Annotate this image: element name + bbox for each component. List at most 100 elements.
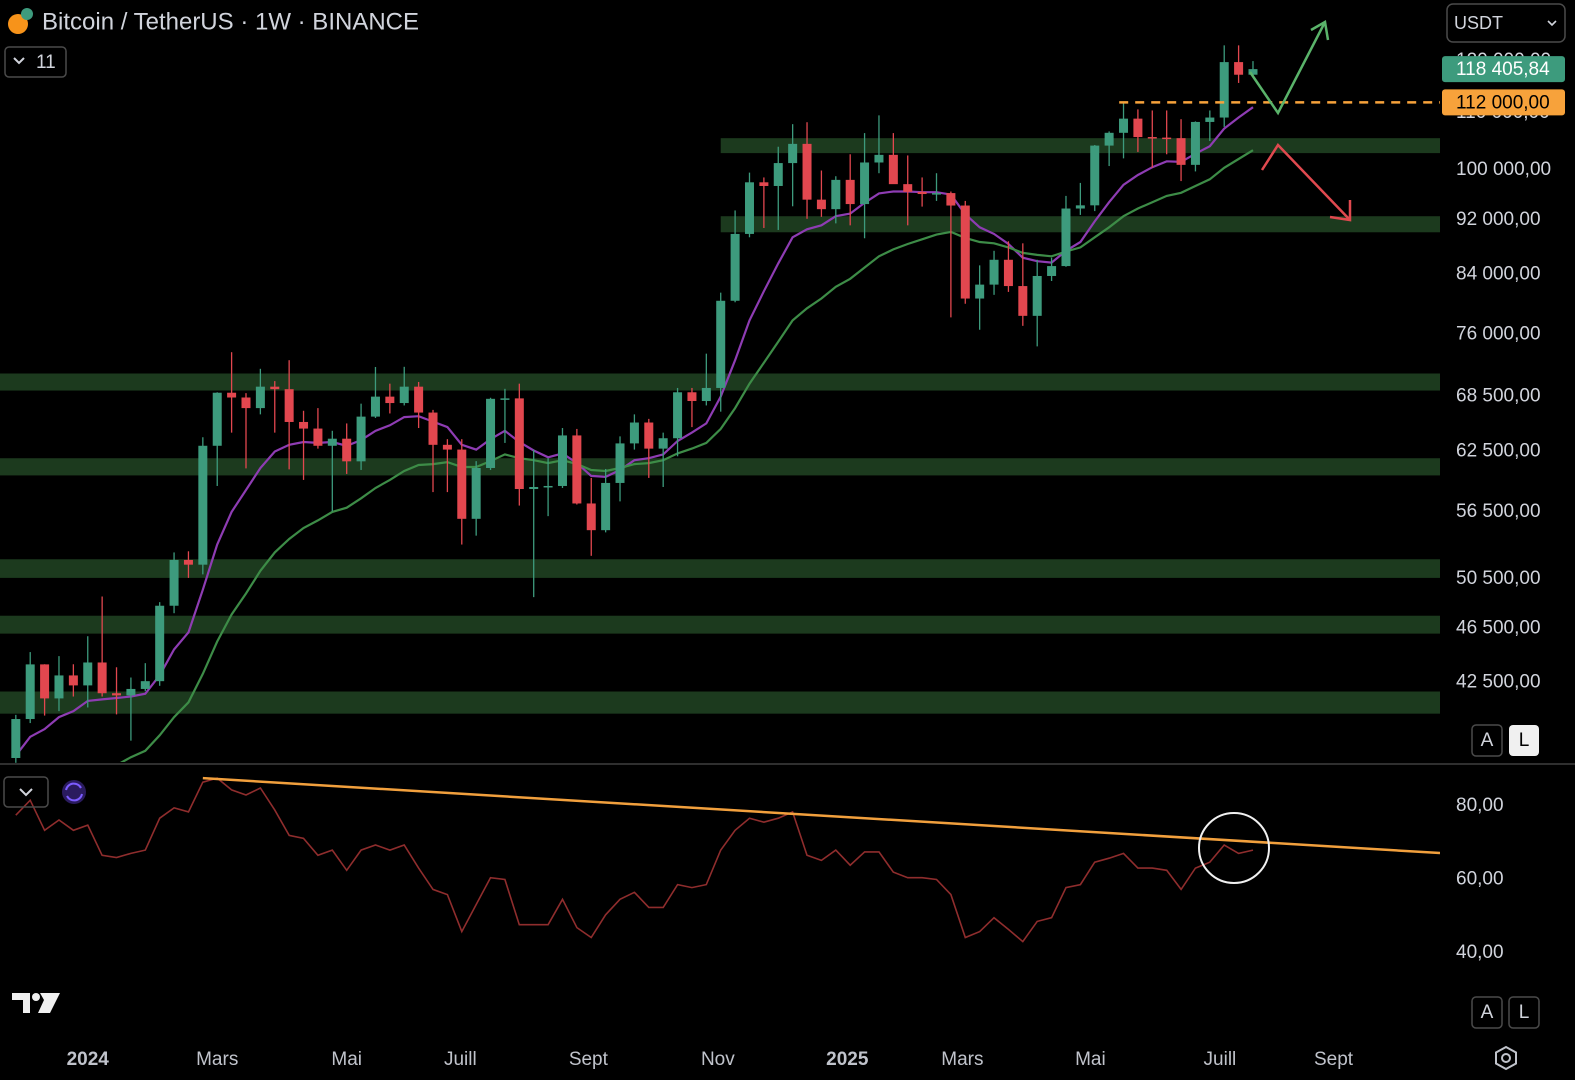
candle-body (615, 443, 625, 483)
y-tick-label: 42 500,00 (1456, 671, 1541, 692)
auto-scale-button[interactable] (1471, 996, 1503, 1029)
candle-body (1190, 121, 1200, 165)
candle-body (1061, 208, 1071, 267)
candle-body (860, 162, 870, 205)
candle-body (730, 233, 740, 301)
candle-body (183, 559, 193, 565)
last-price-label: 118 405,84 (1456, 59, 1550, 80)
sync-icon (65, 782, 83, 802)
log-scale-button[interactable] (1509, 725, 1539, 756)
currency-select[interactable] (1446, 3, 1566, 43)
candle-body (54, 675, 64, 699)
log-scale-button[interactable] (1508, 996, 1540, 1029)
candle-body (1018, 286, 1028, 316)
candle-body (414, 386, 424, 413)
candle-body (1248, 69, 1258, 75)
candle-body (716, 300, 726, 388)
candle-body (457, 449, 467, 519)
pane-toggle[interactable] (3, 776, 49, 808)
candle-body (140, 681, 150, 689)
candle-body (68, 675, 78, 686)
y-tick-label: 68 500,00 (1456, 386, 1541, 407)
log-scale-label[interactable]: L (1519, 730, 1530, 751)
indicators-toggle[interactable] (4, 46, 67, 78)
candle-body (40, 664, 50, 699)
indicator-count[interactable]: 11 (36, 52, 56, 73)
rsi-line (15, 777, 1254, 943)
y-tick-label: 56 500,00 (1456, 501, 1541, 522)
candle-body (1032, 275, 1042, 316)
candle-body (155, 605, 165, 682)
candle-body (327, 438, 337, 446)
candle-body (572, 435, 582, 504)
candle-body (284, 389, 294, 422)
y-tick-label: 62 500,00 (1456, 441, 1541, 462)
support-zone (0, 691, 1440, 714)
y-tick-label: 84 000,00 (1456, 264, 1541, 285)
candle-body (802, 143, 812, 200)
price-line-badge (1442, 89, 1565, 116)
candle-body (342, 438, 352, 462)
logo (12, 993, 60, 1013)
candle-body (1162, 137, 1172, 140)
x-tick-label: Mai (331, 1049, 362, 1070)
candle-body (11, 719, 21, 758)
support-zone (0, 458, 1440, 476)
y-tick-label: 80,00 (1456, 795, 1504, 816)
x-tick-label: Juill (444, 1049, 477, 1070)
candle-body (1133, 118, 1143, 138)
auto-scale-label[interactable]: A (1481, 730, 1494, 751)
candle-body (673, 392, 683, 439)
candle-body (1219, 62, 1229, 118)
candle-body (442, 444, 452, 450)
candle-body (701, 387, 711, 402)
up-arrow (1248, 20, 1330, 116)
currency-label[interactable]: USDT (1454, 13, 1503, 33)
candle-body (112, 693, 122, 696)
x-tick-label: Mai (1075, 1049, 1106, 1070)
rsi-pane (15, 776, 1440, 943)
log-scale-label[interactable]: L (1519, 1002, 1530, 1023)
candle-body (845, 179, 855, 205)
candle-body (816, 199, 826, 210)
candle-body (903, 184, 913, 192)
candle-body (514, 398, 524, 490)
candle-body (788, 143, 798, 164)
down-arrow (1260, 142, 1352, 222)
candles (11, 45, 1440, 763)
candle-body (917, 191, 927, 195)
y-tick-label: 76 000,00 (1456, 323, 1541, 344)
candle-body (126, 688, 136, 696)
candle-body (644, 422, 654, 449)
x-tick-label: 2024 (67, 1049, 110, 1070)
candle-body (97, 662, 107, 694)
candle-body (960, 205, 970, 299)
candle-body (1090, 145, 1100, 206)
candle-body (1234, 62, 1244, 75)
chart-title: Bitcoin / TetherUS · 1W · BINANCE (42, 8, 419, 35)
moving-average (119, 149, 1254, 762)
symbol-icon-quote (21, 8, 33, 20)
moving-averages (14, 106, 1254, 762)
y-tick-label: 40,00 (1456, 942, 1504, 963)
trendline (202, 776, 1440, 855)
candle-body (83, 662, 93, 686)
zones (0, 138, 1440, 714)
x-tick-label: Sept (1314, 1049, 1354, 1070)
candle-body (744, 182, 754, 234)
highlight-circle (1198, 812, 1270, 884)
candle-body (1205, 117, 1215, 122)
candle-body (198, 445, 208, 565)
candle-body (831, 179, 841, 210)
candle-body (946, 193, 956, 206)
candle-body (932, 193, 942, 195)
settings-icon[interactable] (1495, 1045, 1517, 1071)
candle-body (1047, 266, 1057, 276)
x-tick-label: Juill (1204, 1049, 1237, 1070)
auto-scale-label[interactable]: A (1481, 1002, 1494, 1023)
auto-scale-button[interactable] (1471, 724, 1503, 757)
y-tick-label: 60,00 (1456, 869, 1504, 890)
